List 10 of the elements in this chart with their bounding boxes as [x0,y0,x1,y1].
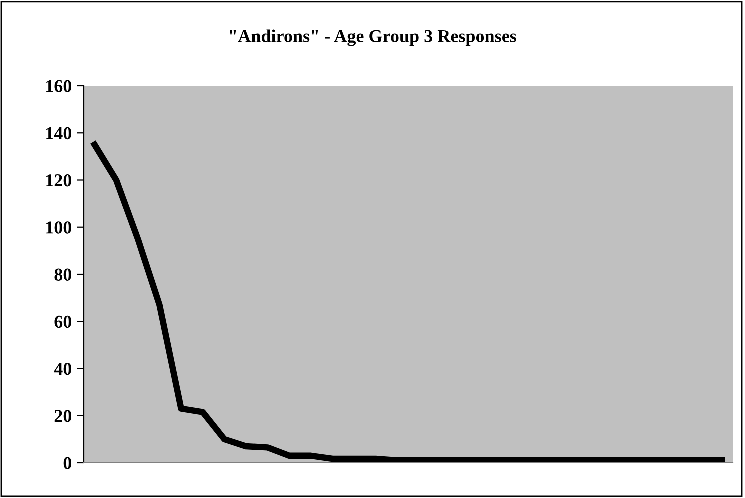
chart-title: "Andirons" - Age Group 3 Responses [230,30,516,46]
y-tick-label: 140 [46,127,72,140]
y-tick-label: 120 [46,174,72,187]
y-tick-label: 100 [46,222,72,234]
y-tick-label: 60 [54,316,72,328]
y-tick-label: 20 [54,410,72,422]
y-tick-label: 80 [54,268,72,281]
y-tick-label: 160 [46,80,72,92]
y-tick-label: 0 [64,457,72,470]
y-tick-label: 40 [54,363,72,376]
